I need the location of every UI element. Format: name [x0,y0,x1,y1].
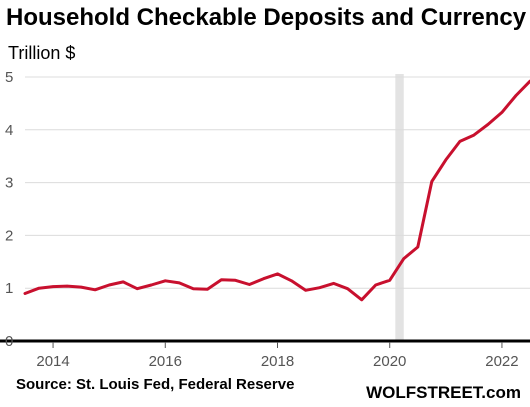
data-point [234,279,237,282]
data-point [500,111,504,114]
data-point [121,280,125,284]
y-tick-label-0: 0 [5,333,13,350]
data-point [444,158,448,162]
data-point [346,287,349,290]
y-tick-label-4: 4 [5,122,13,139]
brand-logo-text: WOLFSTREET.com [366,383,521,402]
y-tick-label-3: 3 [5,175,13,192]
x-tick-label-2020: 2020 [373,353,406,370]
series-layer [23,79,530,302]
data-point [458,140,462,143]
tick-labels: 0 1 2 3 4 5 2014 2016 2018 2020 2022 [5,69,519,370]
y-tick-label-2: 2 [5,227,13,244]
data-point [290,279,293,283]
data-point [93,288,97,291]
data-point [374,283,377,287]
data-point [360,298,363,302]
recession-band-layer [395,74,404,341]
x-tick-label-2014: 2014 [36,353,69,370]
data-point [514,94,518,97]
data-point [65,284,69,288]
y-tick-label-5: 5 [5,69,13,86]
gridlines [25,76,530,289]
data-point [220,278,223,281]
data-point [164,279,167,283]
data-point [332,282,335,285]
data-point [416,245,419,249]
data-point [388,279,391,282]
data-point [304,289,307,292]
axes [0,339,530,348]
x-tick-label-2016: 2016 [149,353,182,370]
data-point [430,180,434,183]
data-point [206,288,209,291]
data-point [318,286,321,289]
data-point [136,287,139,290]
data-point [472,133,476,137]
data-point [79,285,83,289]
data-point [262,277,265,280]
data-point [107,283,111,287]
data-point [248,283,251,286]
shaded-band [395,74,404,341]
data-point [178,281,181,285]
data-point [402,257,405,260]
data-point [276,272,279,276]
source-note: Source: St. Louis Fed, Federal Reserve [16,376,295,393]
data-point [192,287,195,290]
data-point [37,287,41,290]
x-tick-label-2022: 2022 [485,353,518,370]
x-tick-label-2018: 2018 [261,353,294,370]
data-point [486,123,490,126]
series-line-0 [23,79,530,302]
y-axis-label: Trillion $ [8,43,76,63]
data-point [23,292,27,295]
y-tick-label-1: 1 [5,280,13,297]
data-point [51,285,55,288]
data-point [150,283,153,287]
chart-title: Household Checkable Deposits and Currenc… [6,4,527,31]
